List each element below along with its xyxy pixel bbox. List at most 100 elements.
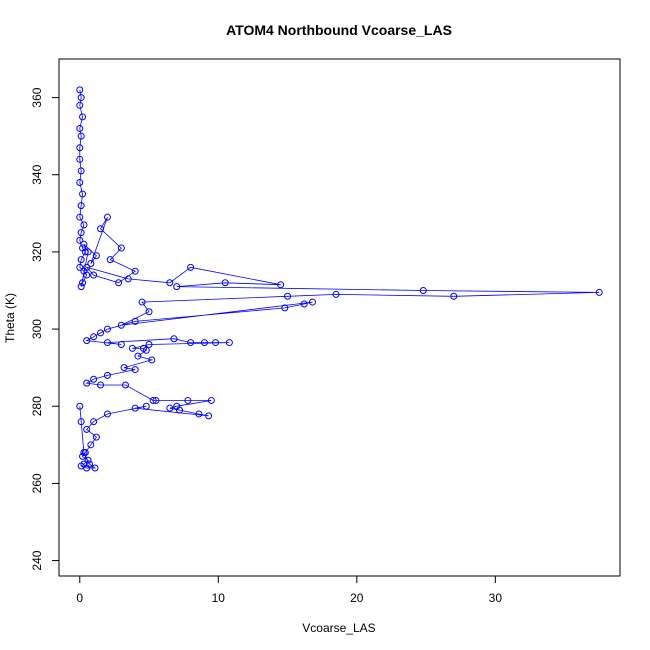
data-point [221, 279, 229, 287]
data-point [79, 190, 87, 198]
data-point [124, 275, 132, 283]
chart-title: ATOM4 Northbound Vcoarse_LAS [226, 22, 452, 38]
data-point [284, 292, 292, 300]
x-tick-label: 10 [212, 591, 226, 605]
y-tick-label: 300 [30, 319, 44, 339]
data-point [173, 283, 181, 291]
data-point [97, 329, 105, 337]
data-point [76, 236, 84, 244]
data-point [595, 288, 603, 296]
data-point [225, 339, 233, 347]
data-point [145, 341, 153, 349]
data-point [131, 404, 139, 412]
data-point [76, 124, 84, 132]
series-line [79, 89, 600, 469]
data-point [103, 339, 111, 347]
data-point [131, 317, 139, 325]
data-point [76, 101, 84, 109]
y-tick-label: 360 [30, 87, 44, 107]
data-point [87, 259, 95, 267]
data-point [121, 381, 129, 389]
data-point [281, 304, 289, 312]
data-point [103, 371, 111, 379]
data-point [80, 240, 88, 248]
data-point [117, 244, 125, 252]
data-point [205, 412, 213, 420]
data-point [212, 339, 220, 347]
y-tick-label: 240 [30, 550, 44, 570]
data-point [170, 335, 178, 343]
data-point [103, 325, 111, 333]
data-point [187, 263, 195, 271]
data-point [77, 229, 85, 237]
data-point [117, 321, 125, 329]
y-tick-label: 340 [30, 164, 44, 184]
data-point [80, 221, 88, 229]
data-point [450, 292, 458, 300]
data-point [77, 202, 85, 210]
data-point [195, 410, 203, 418]
plot-frame [58, 58, 621, 577]
x-axis: 0 10 20 30 [76, 575, 503, 605]
data-point [117, 341, 125, 349]
data-point [152, 396, 160, 404]
data-point [142, 402, 150, 410]
data-point [90, 418, 98, 426]
data-point [184, 396, 192, 404]
data-point [79, 279, 87, 287]
data-point [90, 333, 98, 341]
data-point [76, 178, 84, 186]
x-axis-label: Vcoarse_LAS [302, 621, 375, 635]
data-point [76, 144, 84, 152]
y-axis: 240 260 280 300 320 340 360 [30, 87, 60, 571]
data-point [77, 167, 85, 175]
data-point [77, 132, 85, 140]
data-point [79, 113, 87, 121]
data-point [207, 396, 215, 404]
data-point [77, 256, 85, 264]
data-point [76, 402, 84, 410]
data-point [85, 460, 93, 468]
data-point [176, 406, 184, 414]
data-point [142, 346, 150, 354]
data-point [76, 213, 84, 221]
y-tick-label: 320 [30, 242, 44, 262]
x-tick-label: 30 [489, 591, 503, 605]
data-point [103, 213, 111, 221]
data-point [91, 464, 99, 472]
series-layer [76, 86, 603, 472]
x-tick-label: 20 [350, 591, 364, 605]
data-point [77, 94, 85, 102]
data-point [149, 396, 157, 404]
data-point [308, 298, 316, 306]
data-point [148, 356, 156, 364]
data-point [277, 281, 285, 289]
data-point [92, 433, 100, 441]
data-point [131, 267, 139, 275]
data-point [103, 410, 111, 418]
y-axis-label: Theta (K) [3, 293, 17, 343]
data-point [77, 283, 85, 291]
data-point [128, 344, 136, 352]
data-point [200, 339, 208, 347]
data-point [90, 271, 98, 279]
data-point [300, 300, 308, 308]
data-point [134, 352, 142, 360]
data-point [97, 225, 105, 233]
data-point [83, 425, 91, 433]
data-point [76, 263, 84, 271]
x-tick-label: 0 [76, 591, 83, 605]
data-point [332, 290, 340, 298]
data-point [187, 339, 195, 347]
data-point [97, 381, 105, 389]
y-tick-label: 260 [30, 473, 44, 493]
data-point [84, 456, 92, 464]
data-point [90, 375, 98, 383]
data-point [87, 441, 95, 449]
data-point [145, 308, 153, 316]
data-point [166, 279, 174, 287]
data-point [76, 155, 84, 163]
data-point [83, 337, 91, 345]
data-point [80, 449, 88, 457]
